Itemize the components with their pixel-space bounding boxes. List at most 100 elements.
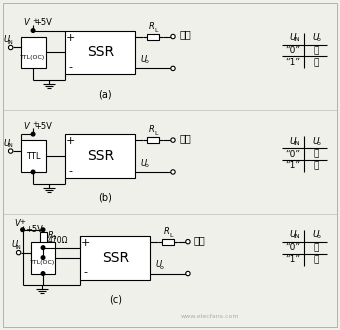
- Text: IN: IN: [8, 40, 14, 45]
- Text: (c): (c): [109, 294, 122, 305]
- Bar: [21, 37, 46, 68]
- Circle shape: [41, 256, 45, 259]
- Text: +5V: +5V: [26, 225, 44, 234]
- Circle shape: [16, 250, 21, 255]
- Text: R: R: [164, 227, 170, 236]
- Text: U: U: [4, 35, 10, 44]
- Bar: [162, 239, 174, 245]
- Text: R: R: [149, 125, 155, 134]
- Text: U: U: [155, 260, 161, 269]
- Text: (a): (a): [99, 89, 112, 99]
- Text: V: V: [23, 122, 29, 131]
- Text: R: R: [48, 231, 54, 240]
- Circle shape: [171, 170, 175, 174]
- Text: 通: 通: [313, 149, 319, 158]
- Bar: [80, 236, 150, 280]
- Text: “1”: “1”: [286, 161, 301, 171]
- Circle shape: [21, 228, 24, 232]
- Text: 电源: 电源: [194, 235, 206, 245]
- Text: U: U: [312, 137, 319, 146]
- Text: R: R: [149, 21, 155, 31]
- Text: U: U: [312, 230, 319, 239]
- Text: 断: 断: [313, 255, 319, 264]
- Text: TTL: TTL: [26, 151, 40, 160]
- Text: 电源: 电源: [179, 30, 191, 40]
- Text: +: +: [81, 238, 90, 248]
- Text: “0”: “0”: [286, 243, 301, 252]
- Text: 通: 通: [313, 58, 319, 67]
- Text: TTL(OC): TTL(OC): [30, 260, 56, 265]
- Circle shape: [171, 34, 175, 39]
- Circle shape: [31, 170, 35, 174]
- Text: L: L: [154, 28, 158, 33]
- Text: IN: IN: [294, 37, 300, 42]
- Text: L: L: [154, 131, 158, 136]
- Text: +: +: [32, 121, 38, 127]
- Bar: [31, 242, 55, 274]
- Text: SSR: SSR: [87, 46, 114, 59]
- Circle shape: [171, 66, 175, 71]
- Text: 1: 1: [52, 235, 55, 240]
- Text: IN: IN: [294, 141, 300, 146]
- Bar: [39, 232, 47, 245]
- Text: o: o: [317, 141, 321, 146]
- Text: “0”: “0”: [286, 46, 301, 55]
- Text: U: U: [290, 137, 296, 146]
- Text: -: -: [68, 166, 72, 176]
- Text: www.elecfans.com: www.elecfans.com: [181, 314, 239, 319]
- Text: IN: IN: [294, 234, 300, 239]
- Circle shape: [186, 240, 190, 244]
- Text: TTL(OC): TTL(OC): [20, 55, 46, 60]
- Text: U: U: [4, 139, 10, 148]
- Text: 通: 通: [313, 243, 319, 252]
- Text: U: U: [12, 240, 18, 249]
- Bar: [21, 140, 46, 172]
- Text: -: -: [68, 62, 72, 72]
- Text: o: o: [145, 163, 149, 168]
- Text: o: o: [160, 265, 164, 270]
- Text: 470Ω: 470Ω: [48, 236, 68, 245]
- Text: o: o: [317, 234, 321, 239]
- Text: +: +: [66, 33, 75, 43]
- Text: 断: 断: [313, 46, 319, 55]
- Circle shape: [31, 29, 35, 32]
- Circle shape: [41, 272, 45, 275]
- Text: U: U: [140, 158, 146, 168]
- Text: 断: 断: [313, 161, 319, 171]
- Text: +: +: [66, 136, 75, 146]
- Circle shape: [8, 149, 13, 153]
- Circle shape: [41, 246, 45, 249]
- Text: SSR: SSR: [87, 149, 114, 163]
- Text: +: +: [20, 219, 26, 225]
- Text: +5V: +5V: [34, 18, 52, 27]
- Text: V: V: [14, 219, 20, 228]
- Text: “1”: “1”: [286, 255, 301, 264]
- Text: U: U: [312, 33, 319, 42]
- Text: V: V: [23, 18, 29, 27]
- Text: +: +: [32, 17, 38, 24]
- Text: o: o: [317, 37, 321, 42]
- Bar: [65, 134, 135, 178]
- Circle shape: [8, 45, 13, 50]
- Bar: [147, 34, 159, 40]
- Text: L: L: [169, 233, 173, 238]
- Text: “1”: “1”: [286, 58, 301, 67]
- Text: o: o: [145, 59, 149, 64]
- Text: “0”: “0”: [286, 149, 301, 158]
- Circle shape: [171, 138, 175, 142]
- Text: U: U: [140, 55, 146, 64]
- Circle shape: [41, 228, 45, 232]
- Text: IN: IN: [8, 143, 14, 148]
- Text: U: U: [290, 230, 296, 239]
- Circle shape: [186, 271, 190, 276]
- Text: -: -: [83, 268, 87, 278]
- Text: 电源: 电源: [179, 133, 191, 143]
- Text: +5V: +5V: [34, 122, 52, 131]
- Text: (b): (b): [98, 193, 112, 203]
- Circle shape: [31, 132, 35, 136]
- Bar: [65, 31, 135, 74]
- Text: IN: IN: [16, 245, 21, 250]
- Text: SSR: SSR: [102, 250, 129, 265]
- Bar: [147, 137, 159, 143]
- Text: U: U: [290, 33, 296, 42]
